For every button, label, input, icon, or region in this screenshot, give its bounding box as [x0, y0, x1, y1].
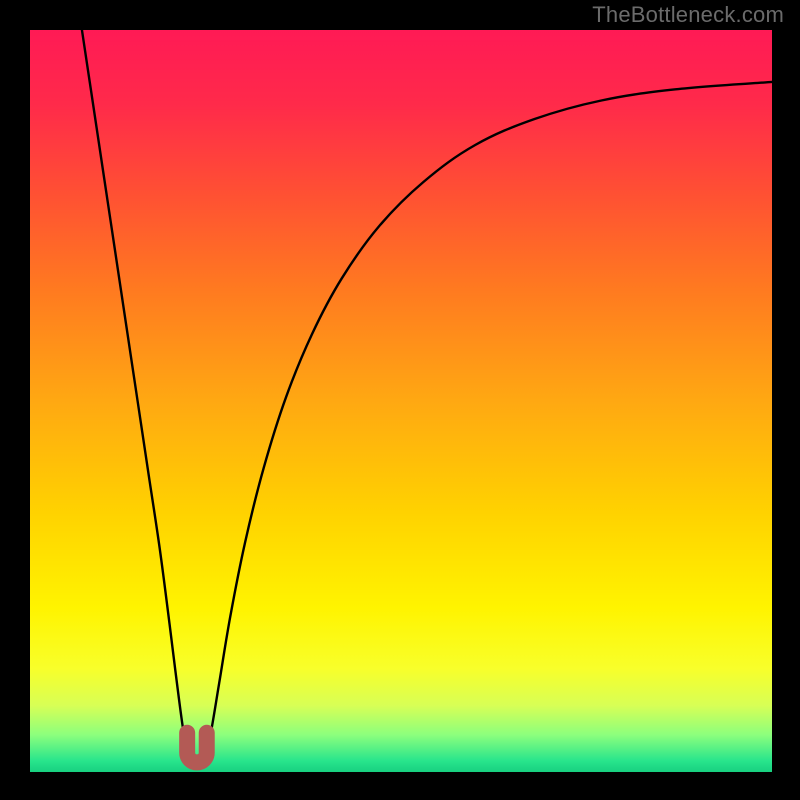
chart-stage: TheBottleneck.com: [0, 0, 800, 800]
plot-background: [30, 30, 772, 772]
watermark-text: TheBottleneck.com: [592, 2, 784, 28]
chart-svg: [0, 0, 800, 800]
